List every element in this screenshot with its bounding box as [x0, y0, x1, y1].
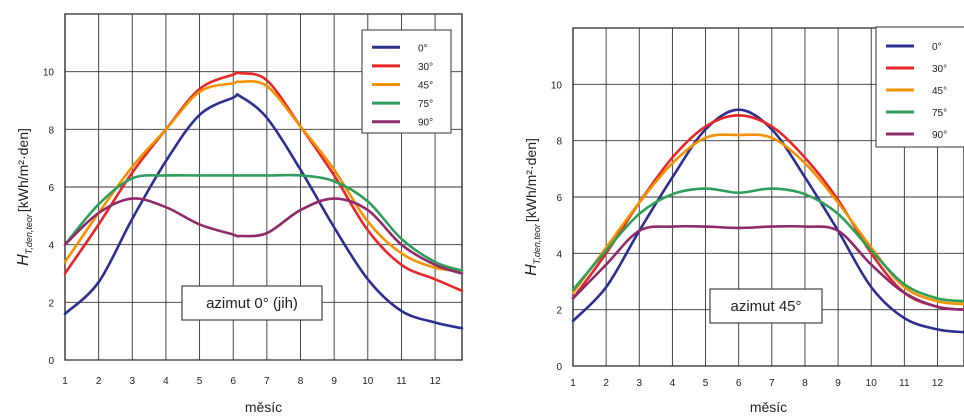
annotation-box: azimut 45°	[709, 288, 823, 324]
x-tick-label: 5	[197, 376, 203, 387]
x-tick-label: 7	[264, 376, 270, 387]
x-tick-label: 3	[636, 378, 642, 389]
series-line-5	[63, 197, 464, 275]
x-tick-label: 4	[670, 378, 676, 389]
y-tick-label: 0	[556, 362, 562, 373]
series-line-4	[63, 173, 464, 272]
x-tick-label: 11	[899, 378, 910, 389]
y-tick-label: 10	[43, 68, 55, 79]
x-tick-label: 4	[163, 376, 169, 387]
y-tick-label: 4	[48, 241, 54, 252]
legend-label: 45°	[418, 81, 433, 92]
series-line-1	[63, 93, 464, 330]
legend-label: 90°	[932, 130, 947, 141]
x-tick-label: 3	[130, 376, 136, 387]
y-tick-label: 2	[48, 298, 54, 309]
x-tick-label: 12	[932, 378, 944, 389]
x-tick-label: 10	[866, 378, 878, 389]
x-tick-label: 6	[230, 376, 236, 387]
y-axis-label: HT,den,teor[kWh/m²·den]	[523, 138, 542, 276]
x-tick-label: 12	[430, 376, 442, 387]
legend-label: 0°	[418, 43, 428, 54]
y-tick-label: 10	[551, 80, 563, 91]
x-tick-label: 1	[62, 376, 68, 387]
y-tick-label: 4	[556, 249, 562, 260]
x-tick-label: 8	[298, 376, 304, 387]
series-line-2	[63, 71, 464, 293]
x-tick-label: 6	[736, 378, 742, 389]
legend: 0° 30° 45° 75° 90°	[361, 29, 452, 134]
legend: 0° 30° 45° 75° 90°	[875, 26, 964, 148]
series-line-4	[571, 187, 964, 303]
annotation-label: azimut 0° (jih)	[206, 295, 298, 312]
x-tick-label: 8	[802, 378, 808, 389]
x-tick-label: 9	[331, 376, 337, 387]
x-tick-label: 2	[603, 378, 609, 389]
y-tick-label: 6	[556, 193, 562, 204]
x-axis-label: měsíc	[245, 399, 282, 415]
series-line-3	[571, 133, 964, 306]
legend-label: 45°	[932, 86, 947, 97]
legend-label: 75°	[932, 108, 947, 119]
series-line-3	[63, 80, 464, 272]
y-tick-label: 0	[48, 356, 54, 367]
x-tick-label: 9	[835, 378, 841, 389]
legend-label: 0°	[932, 42, 942, 53]
y-tick-label: 8	[48, 125, 54, 136]
legend-label: 75°	[418, 99, 433, 110]
y-tick-label: 6	[48, 183, 54, 194]
x-tick-label: 10	[362, 376, 374, 387]
annotation-box: azimut 0° (jih)	[181, 285, 323, 321]
legend-label: 30°	[418, 62, 433, 73]
y-tick-label: 8	[556, 137, 562, 148]
x-tick-label: 1	[570, 378, 576, 389]
series-line-5	[571, 224, 964, 311]
legend-label: 30°	[932, 64, 947, 75]
x-tick-label: 2	[96, 376, 102, 387]
y-tick-label: 2	[556, 306, 562, 317]
y-axis-label: HT,den,teor[kWh/m²·den]	[15, 128, 34, 266]
x-tick-label: 7	[769, 378, 775, 389]
x-tick-label: 11	[396, 376, 407, 387]
annotation-label: azimut 45°	[730, 298, 801, 315]
x-axis-label: měsíc	[750, 399, 787, 415]
legend-label: 90°	[418, 118, 433, 129]
x-tick-label: 5	[703, 378, 709, 389]
